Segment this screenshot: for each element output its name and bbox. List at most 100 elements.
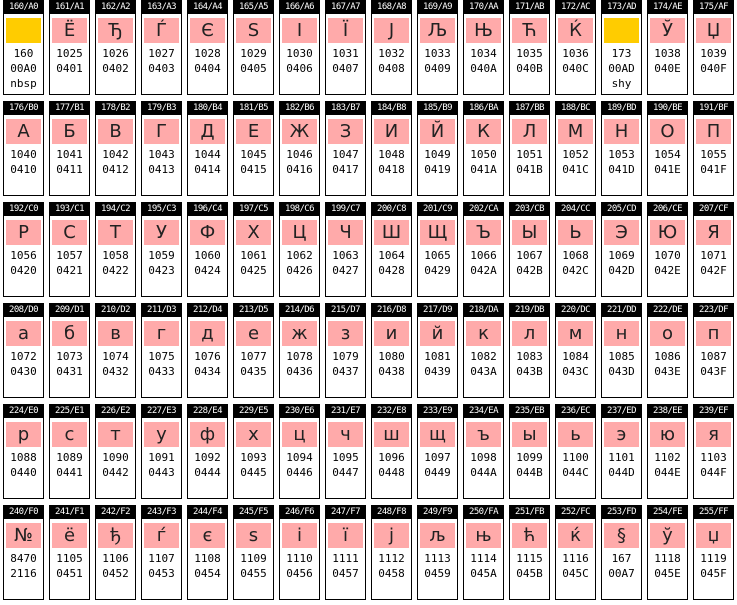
glyph-swatch: М bbox=[558, 119, 593, 144]
decimal-code: 1063 bbox=[332, 249, 359, 262]
hex-code: 0434 bbox=[194, 365, 221, 378]
glyph-swatch: у bbox=[144, 422, 179, 447]
char-cell: 204/CC Ь 1068 042C bbox=[555, 202, 596, 297]
char-cell: 214/D6 ж 1078 0436 bbox=[279, 303, 320, 398]
decimal-code: 1109 bbox=[240, 552, 267, 565]
decimal-code: 1038 bbox=[654, 47, 681, 60]
decimal-code: 1058 bbox=[102, 249, 129, 262]
cell-code-header: 209/D1 bbox=[50, 304, 89, 317]
hex-code: 0431 bbox=[56, 365, 83, 378]
glyph-swatch: Ц bbox=[282, 220, 317, 245]
cell-code-header: 220/DC bbox=[556, 304, 595, 317]
cell-code-header: 174/AE bbox=[648, 1, 687, 14]
decimal-code: 1059 bbox=[148, 249, 175, 262]
cell-code-header: 201/C9 bbox=[418, 203, 457, 216]
glyph-swatch: Х bbox=[236, 220, 271, 245]
decimal-code: 8470 bbox=[10, 552, 37, 565]
cell-code-header: 169/A9 bbox=[418, 1, 457, 14]
glyph-swatch: ы bbox=[512, 422, 547, 447]
char-cell: 227/E3 у 1091 0443 bbox=[141, 404, 182, 499]
cell-code-header: 218/DA bbox=[464, 304, 503, 317]
glyph-swatch: С bbox=[52, 220, 87, 245]
cell-code-header: 251/FB bbox=[510, 506, 549, 519]
cell-code-header: 203/CB bbox=[510, 203, 549, 216]
decimal-code: 1074 bbox=[102, 350, 129, 363]
char-cell: 218/DA к 1082 043A bbox=[463, 303, 504, 398]
glyph-swatch: Ћ bbox=[512, 18, 547, 43]
glyph-swatch: Ф bbox=[190, 220, 225, 245]
glyph-swatch: л bbox=[512, 321, 547, 346]
decimal-code: 1080 bbox=[378, 350, 405, 363]
glyph-swatch: ћ bbox=[512, 523, 547, 548]
decimal-code: 1112 bbox=[378, 552, 405, 565]
cell-code-header: 250/FA bbox=[464, 506, 503, 519]
char-cell: 250/FA њ 1114 045A bbox=[463, 505, 504, 600]
hex-code: 0449 bbox=[424, 466, 451, 479]
hex-code: 0406 bbox=[286, 62, 313, 75]
glyph-swatch: з bbox=[328, 321, 363, 346]
glyph-swatch: е bbox=[236, 321, 271, 346]
glyph-swatch: ш bbox=[374, 422, 409, 447]
hex-code: 0427 bbox=[332, 264, 359, 277]
cell-code-header: 211/D3 bbox=[142, 304, 181, 317]
cell-code-header: 186/BA bbox=[464, 102, 503, 115]
hex-code: 0456 bbox=[286, 567, 313, 580]
hex-code: 041D bbox=[608, 163, 635, 176]
glyph-swatch: Й bbox=[420, 119, 455, 144]
decimal-code: 1042 bbox=[102, 148, 129, 161]
decimal-code: 1114 bbox=[470, 552, 497, 565]
char-cell: 251/FB ћ 1115 045B bbox=[509, 505, 550, 600]
glyph-swatch: § bbox=[604, 523, 639, 548]
hex-code: 0440 bbox=[10, 466, 37, 479]
glyph-swatch: ч bbox=[328, 422, 363, 447]
decimal-code: 1089 bbox=[56, 451, 83, 464]
hex-code: 0442 bbox=[102, 466, 129, 479]
char-cell: 223/DF п 1087 043F bbox=[693, 303, 734, 398]
decimal-code: 1043 bbox=[148, 148, 175, 161]
decimal-code: 1079 bbox=[332, 350, 359, 363]
decimal-code: 1041 bbox=[56, 148, 83, 161]
char-cell: 178/B2 В 1042 0412 bbox=[95, 101, 136, 196]
hex-code: 040A bbox=[470, 62, 497, 75]
hex-code: 043E bbox=[654, 365, 681, 378]
char-cell: 231/E7 ч 1095 0447 bbox=[325, 404, 366, 499]
char-cell: 210/D2 в 1074 0432 bbox=[95, 303, 136, 398]
char-cell: 213/D5 е 1077 0435 bbox=[233, 303, 274, 398]
hex-code: 0418 bbox=[378, 163, 405, 176]
hex-code: 040F bbox=[700, 62, 727, 75]
hex-code: 042C bbox=[562, 264, 589, 277]
cell-code-header: 187/BB bbox=[510, 102, 549, 115]
hex-code: 0454 bbox=[194, 567, 221, 580]
decimal-code: 167 bbox=[611, 552, 632, 565]
cell-code-header: 192/C0 bbox=[4, 203, 43, 216]
hex-code: 0409 bbox=[424, 62, 451, 75]
decimal-code: 1030 bbox=[286, 47, 313, 60]
cell-code-header: 244/F4 bbox=[188, 506, 227, 519]
decimal-code: 1111 bbox=[332, 552, 359, 565]
glyph-swatch: ь bbox=[558, 422, 593, 447]
hex-code: 044B bbox=[516, 466, 543, 479]
hex-code: 041F bbox=[700, 163, 727, 176]
cell-code-header: 189/BD bbox=[602, 102, 641, 115]
decimal-code: 1097 bbox=[424, 451, 451, 464]
char-cell: 167/A7 Ї 1031 0407 bbox=[325, 0, 366, 95]
hex-code: 044E bbox=[654, 466, 681, 479]
cell-code-header: 164/A4 bbox=[188, 1, 227, 14]
hex-code: 0411 bbox=[56, 163, 83, 176]
char-cell: 221/DD н 1085 043D bbox=[601, 303, 642, 398]
char-cell: 225/E1 с 1089 0441 bbox=[49, 404, 90, 499]
cell-code-header: 255/FF bbox=[694, 506, 733, 519]
char-cell: 195/C3 У 1059 0423 bbox=[141, 202, 182, 297]
cell-code-header: 202/CA bbox=[464, 203, 503, 216]
decimal-code: 1048 bbox=[378, 148, 405, 161]
char-cell: 199/C7 Ч 1063 0427 bbox=[325, 202, 366, 297]
decimal-code: 1086 bbox=[654, 350, 681, 363]
glyph-swatch: Я bbox=[696, 220, 731, 245]
char-cell: 184/B8 И 1048 0418 bbox=[371, 101, 412, 196]
cell-code-header: 199/C7 bbox=[326, 203, 365, 216]
char-cell: 202/CA Ъ 1066 042A bbox=[463, 202, 504, 297]
char-cell: 244/F4 є 1108 0454 bbox=[187, 505, 228, 600]
hex-code: 0415 bbox=[240, 163, 267, 176]
char-cell: 226/E2 т 1090 0442 bbox=[95, 404, 136, 499]
glyph-swatch: Ш bbox=[374, 220, 409, 245]
